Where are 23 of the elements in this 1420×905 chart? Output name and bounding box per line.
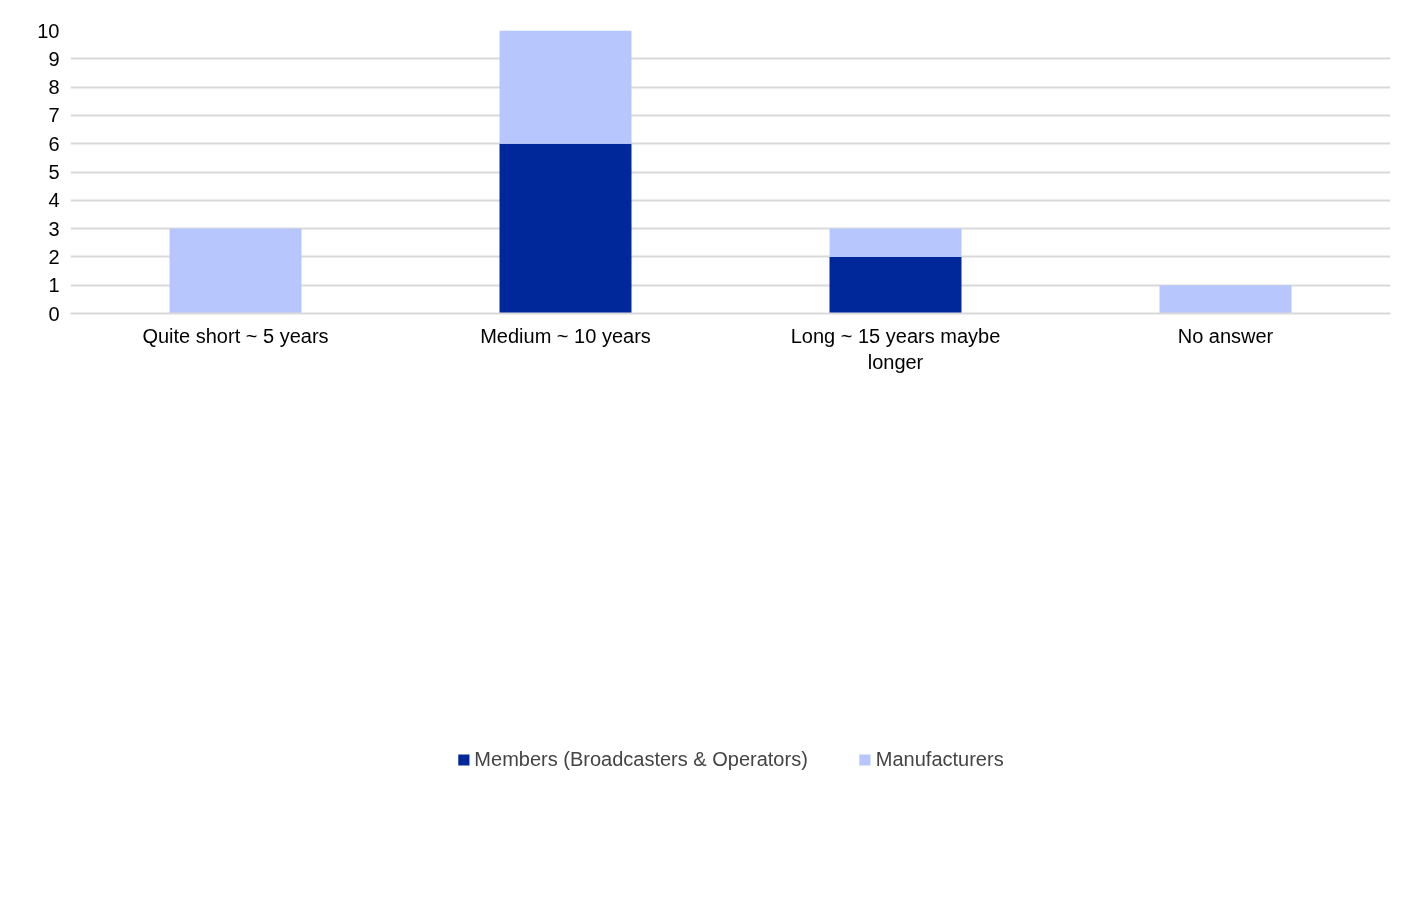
y-tick-label: 1 xyxy=(48,274,60,297)
bar xyxy=(829,228,962,257)
y-tick-label: 8 xyxy=(48,76,60,99)
legend-label: Manufacturers xyxy=(875,747,1004,771)
x-tick-label: Medium ~ 10 years xyxy=(480,324,651,347)
bar xyxy=(829,256,962,314)
x-tick-label: Quite short ~ 5 years xyxy=(142,324,329,347)
y-tick-label: 2 xyxy=(48,245,60,268)
y-tick-label: 5 xyxy=(48,161,60,183)
legend-label: Members (Broadcasters & Operators) xyxy=(474,747,808,771)
y-tick-label: 10 xyxy=(37,19,60,42)
bar xyxy=(1159,285,1292,314)
bar xyxy=(499,143,632,314)
y-tick-label: 9 xyxy=(48,47,60,70)
x-tick-label: Long ~ 15 years maybe longer xyxy=(790,324,1001,373)
bar xyxy=(499,30,632,144)
y-tick-label: 4 xyxy=(48,189,60,212)
x-tick-label: No answer xyxy=(1177,324,1274,347)
y-tick-label: 0 xyxy=(48,302,60,325)
bar xyxy=(169,228,302,314)
y-tick-label: 7 xyxy=(48,104,60,127)
y-tick-label: 6 xyxy=(48,132,60,155)
y-tick-label: 3 xyxy=(48,217,60,240)
